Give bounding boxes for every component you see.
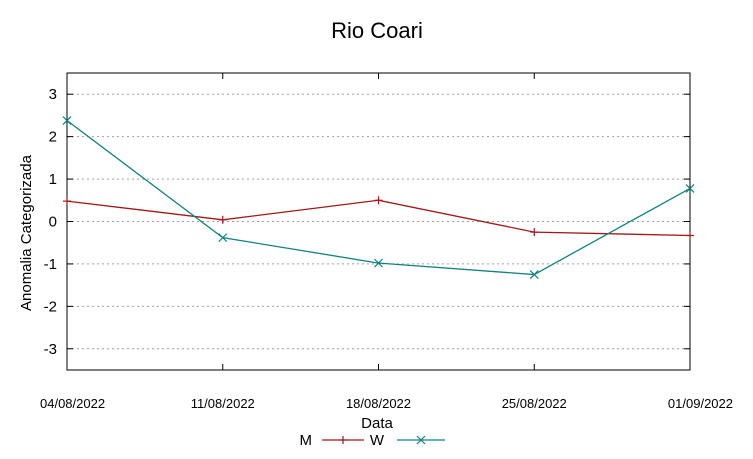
y-tick-label: 3	[49, 86, 57, 103]
y-tick-label: 2	[49, 129, 57, 146]
grid	[67, 93, 690, 350]
y-tick-label: -1	[44, 256, 57, 273]
plus-marker	[339, 436, 347, 444]
x-marker	[218, 233, 228, 243]
chart-title: Rio Coari	[331, 18, 423, 43]
y-tick-label: -3	[44, 341, 57, 358]
x-marker	[62, 116, 72, 125]
plus-marker	[374, 196, 383, 205]
x-marker	[685, 183, 695, 193]
x-marker	[416, 435, 426, 445]
x-marker	[374, 258, 383, 268]
legend-label-M: M	[300, 432, 313, 449]
x-tick-label: 04/08/2022	[40, 396, 105, 411]
series	[62, 116, 695, 279]
x-tick-label: 25/08/2022	[502, 396, 567, 411]
y-axis-label: Anomalia Categorizada	[18, 154, 35, 311]
y-axis-ticks: 3 2 1 0 -1 -2 -3	[44, 86, 690, 358]
y-tick-label: 1	[49, 171, 57, 188]
x-tick-label: 01/09/2022	[668, 396, 733, 411]
plus-marker	[218, 215, 227, 224]
series-line-M	[66, 199, 691, 237]
x-axis-ticks: 04/08/2022 11/08/2022 18/08/2022 25/08/2022…	[40, 73, 733, 411]
x-marker	[529, 270, 539, 279]
x-axis-label: Data	[361, 415, 393, 432]
legend-label-W: W	[370, 432, 385, 449]
plus-marker	[686, 231, 694, 240]
plus-marker	[530, 228, 539, 237]
x-tick-label: 11/08/2022	[191, 396, 255, 411]
y-tick-label: 0	[49, 214, 57, 231]
plus-marker	[63, 197, 71, 206]
x-tick-label: 18/08/2022	[346, 396, 411, 411]
y-tick-label: -2	[44, 298, 57, 315]
